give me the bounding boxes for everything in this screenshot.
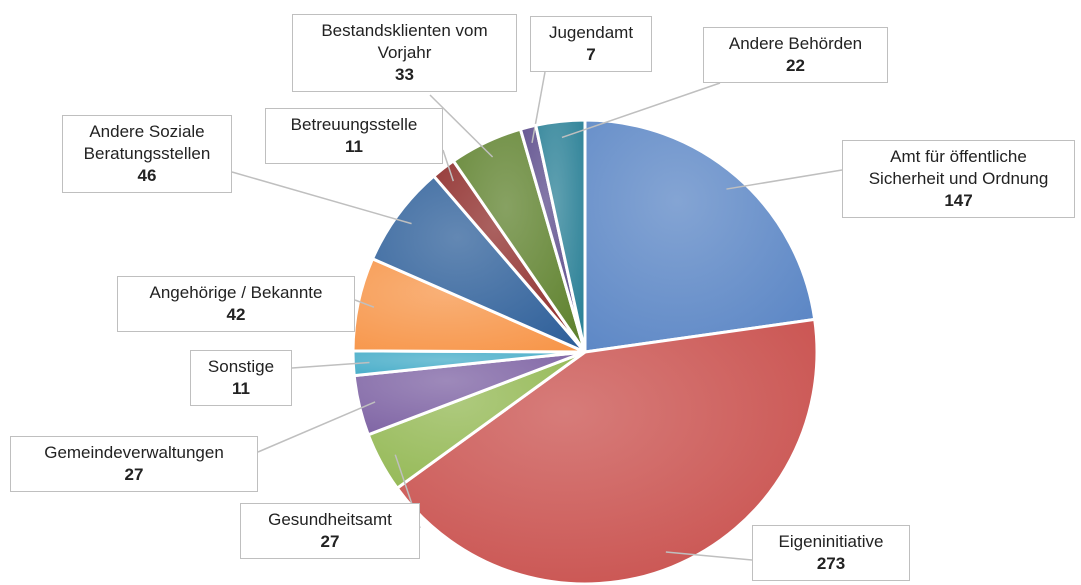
value-label: 147 — [944, 191, 973, 210]
value-label: 22 — [786, 56, 805, 75]
data-label: Amt für öffentliche Sicherheit und Ordnu… — [842, 140, 1075, 218]
category-name: Andere Behörden — [728, 34, 863, 53]
category-name: Bestandsklienten vom Vorjahr — [321, 21, 488, 62]
leader-line — [231, 171, 412, 225]
category-name: Amt für öffentliche Sicherheit und Ordnu… — [868, 147, 1049, 188]
data-label: Andere Behörden 22 — [703, 27, 888, 83]
data-label: Eigeninitiative 273 — [752, 525, 910, 581]
data-label: Gesundheitsamt 27 — [240, 503, 420, 559]
value-label: 33 — [395, 65, 414, 84]
value-label: 7 — [586, 45, 596, 64]
category-name: Gemeindeverwaltungen — [44, 443, 224, 462]
leader-line — [257, 401, 376, 453]
data-label: Jugendamt 7 — [530, 16, 652, 72]
category-name: Andere Soziale Beratungsstellen — [83, 122, 211, 163]
value-label: 273 — [816, 554, 846, 573]
value-label: 11 — [232, 379, 250, 398]
leader-line — [561, 82, 721, 139]
data-label: Bestandsklienten vom Vorjahr 33 — [292, 14, 517, 92]
category-name: Jugendamt — [548, 23, 634, 42]
category-name: Sonstige — [207, 357, 275, 376]
category-name: Eigeninitiative — [778, 532, 884, 551]
leader-line — [429, 94, 494, 158]
data-label: Betreuungsstelle 11 — [265, 108, 443, 164]
pie-slice — [370, 173, 587, 354]
category-name: Gesundheitsamt — [268, 510, 392, 529]
value-label: 27 — [320, 532, 340, 551]
category-name: Angehörige / Bekannte — [149, 283, 323, 302]
pie-slice — [583, 118, 817, 354]
value-label: 42 — [226, 305, 246, 324]
category-name: Betreuungsstelle — [290, 115, 418, 134]
value-label: 27 — [124, 465, 144, 484]
leader-line — [442, 149, 455, 182]
leader-line — [291, 361, 370, 369]
leader-line — [726, 169, 843, 190]
value-label: 11 — [345, 137, 363, 156]
leader-line — [531, 71, 546, 143]
value-label: 46 — [137, 166, 157, 185]
data-label: Gemeindeverwaltungen 27 — [10, 436, 258, 492]
data-label: Angehörige / Bekannte 42 — [117, 276, 355, 332]
leader-line — [354, 299, 375, 308]
data-label: Andere Soziale Beratungsstellen 46 — [62, 115, 232, 193]
leader-line — [665, 551, 753, 561]
pie-slice — [395, 317, 819, 585]
pie-slice — [533, 118, 587, 353]
data-label: Sonstige 11 — [190, 350, 292, 406]
